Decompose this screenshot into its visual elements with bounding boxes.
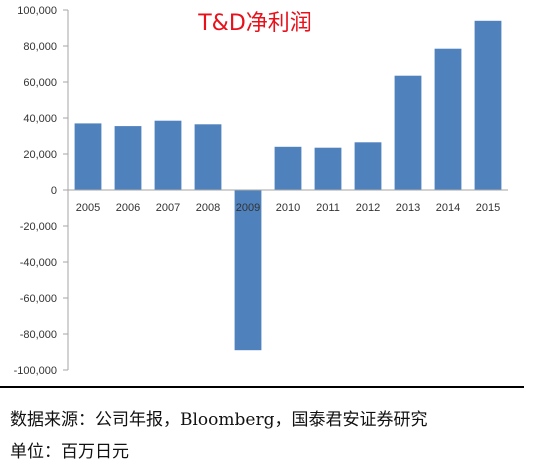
bar-2011 — [314, 147, 342, 190]
y-tick-label: -100,000 — [14, 365, 57, 377]
bar-2006 — [114, 126, 142, 190]
divider-line — [0, 386, 524, 388]
x-tick-label: 2015 — [476, 202, 500, 214]
source-note: 数据来源：公司年报，Bloomberg，国泰君安证券研究 — [10, 410, 428, 430]
x-tick-label: 2005 — [76, 202, 100, 214]
y-tick-label: 60,000 — [23, 77, 57, 89]
net-profit-bar-chart: T&D净利润 -100,000 -80,000 -60,000 -40,000 -20,… — [14, 5, 508, 377]
bar-2007 — [154, 120, 182, 190]
y-tick-label: -40,000 — [20, 257, 57, 269]
x-tick-label: 2011 — [316, 202, 340, 214]
bar-2009 — [234, 190, 262, 351]
x-tick-label: 2009 — [236, 202, 260, 214]
x-tick-label: 2010 — [276, 202, 300, 214]
chart-title: T&D净利润 — [197, 11, 312, 36]
x-tick-label: 2008 — [196, 202, 220, 214]
bar-2005 — [74, 123, 102, 190]
x-tick-label: 2006 — [116, 202, 140, 214]
y-tick-label: -20,000 — [20, 221, 57, 233]
bar-2015 — [474, 20, 502, 190]
bar-2014 — [434, 48, 462, 191]
y-tick-label: 20,000 — [23, 149, 57, 161]
bar-2012 — [354, 142, 382, 190]
bar-2013 — [394, 75, 422, 190]
x-tick-label: 2014 — [436, 202, 460, 214]
x-tick-label: 2013 — [396, 202, 420, 214]
y-tick-label: 40,000 — [23, 113, 57, 125]
bar-2010 — [274, 146, 302, 190]
x-tick-label: 2007 — [156, 202, 180, 214]
y-tick-label: -80,000 — [20, 329, 57, 341]
unit-note: 单位：百万日元 — [10, 442, 129, 462]
x-tick-label: 2012 — [356, 202, 380, 214]
y-tick-label: 100,000 — [17, 5, 57, 17]
y-tick-label: 0 — [51, 185, 57, 197]
y-tick-label: -60,000 — [20, 293, 57, 305]
y-tick-label: 80,000 — [23, 41, 57, 53]
bar-2008 — [194, 124, 222, 190]
